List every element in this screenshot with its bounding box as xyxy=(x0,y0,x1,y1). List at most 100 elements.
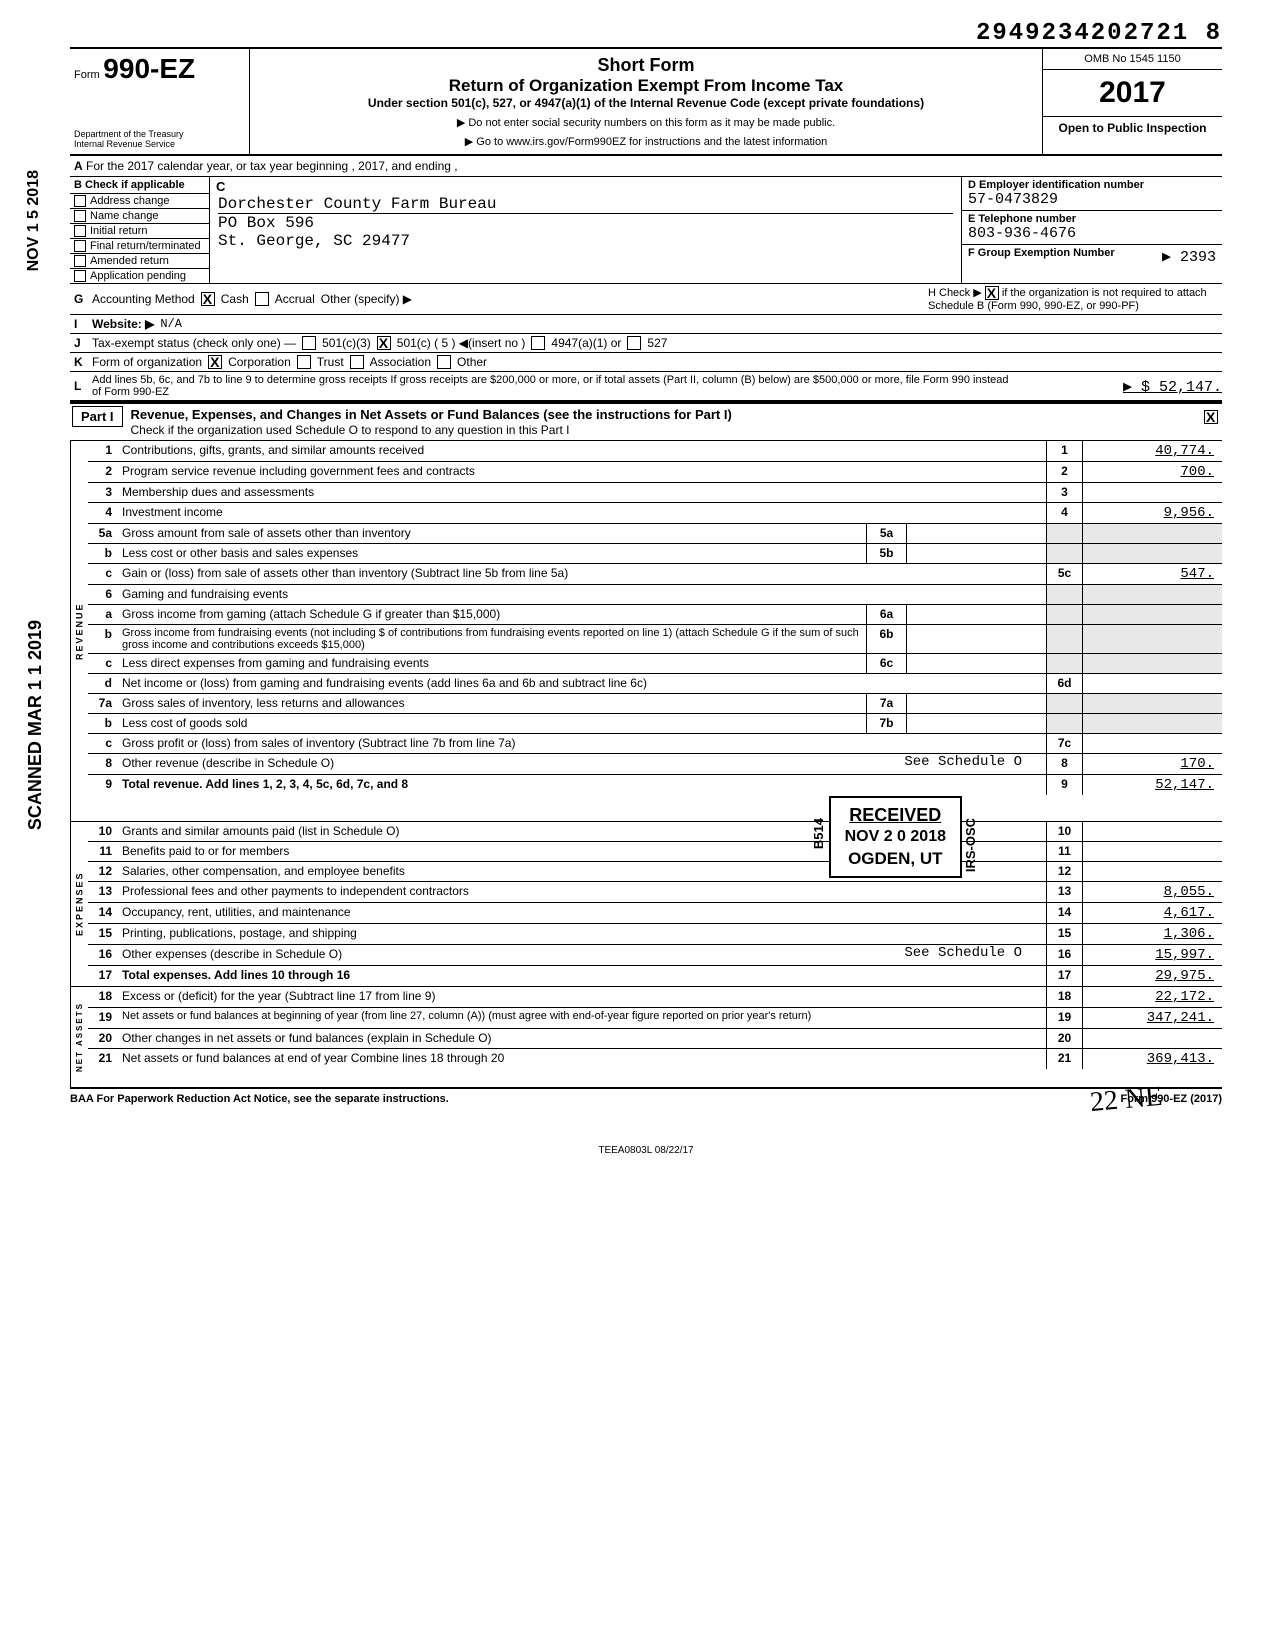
line-4-amt: 9,956. xyxy=(1082,503,1222,523)
line-7c-amt xyxy=(1082,734,1222,753)
chk-amended[interactable] xyxy=(74,255,86,267)
part1-sub: Check if the organization used Schedule … xyxy=(131,423,570,437)
footer: BAA For Paperwork Reduction Act Notice, … xyxy=(70,1093,1222,1105)
line-4-desc: Investment income xyxy=(118,503,1046,523)
line-5c-desc: Gain or (loss) from sale of assets other… xyxy=(118,564,1046,584)
line-8-amt: 170. xyxy=(1082,754,1222,774)
line-13-desc: Professional fees and other payments to … xyxy=(118,882,1046,902)
line-20-amt xyxy=(1082,1029,1222,1048)
line-18-amt: 22,172. xyxy=(1082,987,1222,1007)
chk-name-change[interactable] xyxy=(74,210,86,222)
i-label: I xyxy=(70,315,88,333)
line-6c-desc: Less direct expenses from gaming and fun… xyxy=(118,654,866,673)
line-6a-sub: 6a xyxy=(866,605,906,624)
chk-accrual[interactable] xyxy=(255,292,269,306)
ein: 57-0473829 xyxy=(968,191,1058,208)
chk-trust[interactable] xyxy=(297,355,311,369)
line-2-desc: Program service revenue including govern… xyxy=(118,462,1046,482)
lbl-name-change: Name change xyxy=(90,210,159,222)
line-14-desc: Occupancy, rent, utilities, and maintena… xyxy=(118,903,1046,923)
lbl-other-method: Other (specify) ▶ xyxy=(321,292,412,306)
line-18-desc: Excess or (deficit) for the year (Subtra… xyxy=(118,987,1046,1007)
lbl-app-pending: Application pending xyxy=(90,270,186,282)
website: N/A xyxy=(160,317,182,331)
line-21-desc: Net assets or fund balances at end of ye… xyxy=(118,1049,1046,1069)
line-1-desc: Contributions, gifts, grants, and simila… xyxy=(118,441,1046,461)
po-box: PO Box 596 xyxy=(218,214,953,232)
chk-other-form[interactable] xyxy=(437,355,451,369)
line-7a-desc: Gross sales of inventory, less returns a… xyxy=(118,694,866,713)
part1-table: REVENUE 1Contributions, gifts, grants, a… xyxy=(70,441,1222,1089)
part1-title: Revenue, Expenses, and Changes in Net As… xyxy=(131,407,732,422)
group-exemption: ▶ 2393 xyxy=(1162,247,1216,266)
chk-assoc[interactable] xyxy=(350,355,364,369)
stamp-received-text: RECEIVED xyxy=(845,804,946,827)
line-10-amt xyxy=(1082,822,1222,841)
line-3-desc: Membership dues and assessments xyxy=(118,483,1046,502)
subtitle: Under section 501(c), 527, or 4947(a)(1)… xyxy=(260,96,1032,110)
line-2-amt: 700. xyxy=(1082,462,1222,482)
chk-501c3[interactable] xyxy=(302,336,316,350)
received-stamp: RECEIVED NOV 2 0 2018 OGDEN, UT B514 IRS… xyxy=(829,796,962,878)
line-9-amt: 52,147. xyxy=(1082,775,1222,795)
j-text: Tax-exempt status (check only one) — xyxy=(92,336,296,350)
chk-4947[interactable] xyxy=(531,336,545,350)
lbl-final-return: Final return/terminated xyxy=(90,240,201,252)
chk-initial-return[interactable] xyxy=(74,225,86,237)
lbl-accrual: Accrual xyxy=(275,292,315,306)
dln: 2949234202721 8 xyxy=(976,20,1222,47)
line-16-amt: 15,997. xyxy=(1082,945,1222,965)
line-13-amt: 8,055. xyxy=(1082,882,1222,902)
line-6b-desc: Gross income from fundraising events (no… xyxy=(118,625,866,653)
footer-center: TEEA0803L 08/22/17 xyxy=(70,1145,1222,1156)
chk-501c[interactable] xyxy=(377,336,391,350)
chk-schedule-o-part1[interactable] xyxy=(1204,410,1218,424)
chk-527[interactable] xyxy=(627,336,641,350)
department: Department of the Treasury Internal Reve… xyxy=(74,130,245,150)
section-bcdef: B Check if applicable Address change Nam… xyxy=(70,177,1222,284)
date-stamp-1: NOV 1 5 2018 xyxy=(25,170,43,271)
lbl-501c3: 501(c)(3) xyxy=(322,336,371,350)
line-6b-sub: 6b xyxy=(866,625,906,653)
side-expenses: EXPENSES xyxy=(70,822,88,986)
lbl-cash: Cash xyxy=(221,292,249,306)
lbl-4947: 4947(a)(1) or xyxy=(551,336,621,350)
row-a: A For the 2017 calendar year, or tax yea… xyxy=(70,156,1222,177)
line-16-note: See Schedule O xyxy=(904,945,1022,961)
chk-app-pending[interactable] xyxy=(74,270,86,282)
line-7b-desc: Less cost of goods sold xyxy=(118,714,866,733)
line-7b-sub: 7b xyxy=(866,714,906,733)
lbl-trust: Trust xyxy=(317,355,344,369)
line-15-amt: 1,306. xyxy=(1082,924,1222,944)
line-3-amt xyxy=(1082,483,1222,502)
col-b-header: Check if applicable xyxy=(85,179,185,191)
line-17-desc: Total expenses. Add lines 10 through 16 xyxy=(122,968,350,982)
line-19-amt: 347,241. xyxy=(1082,1008,1222,1028)
initials: 22 NE xyxy=(1088,1081,1163,1119)
line-6c-sub: 6c xyxy=(866,654,906,673)
form-prefix: Form xyxy=(74,69,100,81)
city-state: St. George, SC 29477 xyxy=(218,232,953,250)
part1-header: Part I Revenue, Expenses, and Changes in… xyxy=(70,402,1222,441)
chk-cash[interactable] xyxy=(201,292,215,306)
g-text: Accounting Method xyxy=(92,292,195,306)
chk-final-return[interactable] xyxy=(74,240,86,252)
line-7a-sub: 7a xyxy=(866,694,906,713)
lbl-address-change: Address change xyxy=(90,195,170,207)
chk-address-change[interactable] xyxy=(74,195,86,207)
line-14-amt: 4,617. xyxy=(1082,903,1222,923)
line-21-amt: 369,413. xyxy=(1082,1049,1222,1069)
lbl-initial-return: Initial return xyxy=(90,225,147,237)
chk-corp[interactable] xyxy=(208,355,222,369)
chk-schedule-b[interactable] xyxy=(985,286,999,300)
i-text: Website: ▶ xyxy=(92,317,154,331)
lbl-527: 527 xyxy=(647,336,667,350)
line-6-desc: Gaming and fundraising events xyxy=(118,585,1046,604)
part1-label: Part I xyxy=(72,406,123,427)
form-number: 990-EZ xyxy=(103,53,195,84)
line-11-amt xyxy=(1082,842,1222,861)
l-amount: ▶ $ 52,147. xyxy=(1022,377,1222,396)
footer-left: BAA For Paperwork Reduction Act Notice, … xyxy=(70,1093,449,1105)
side-netassets: NET ASSETS xyxy=(70,987,88,1087)
org-name: Dorchester County Farm Bureau xyxy=(218,195,953,214)
